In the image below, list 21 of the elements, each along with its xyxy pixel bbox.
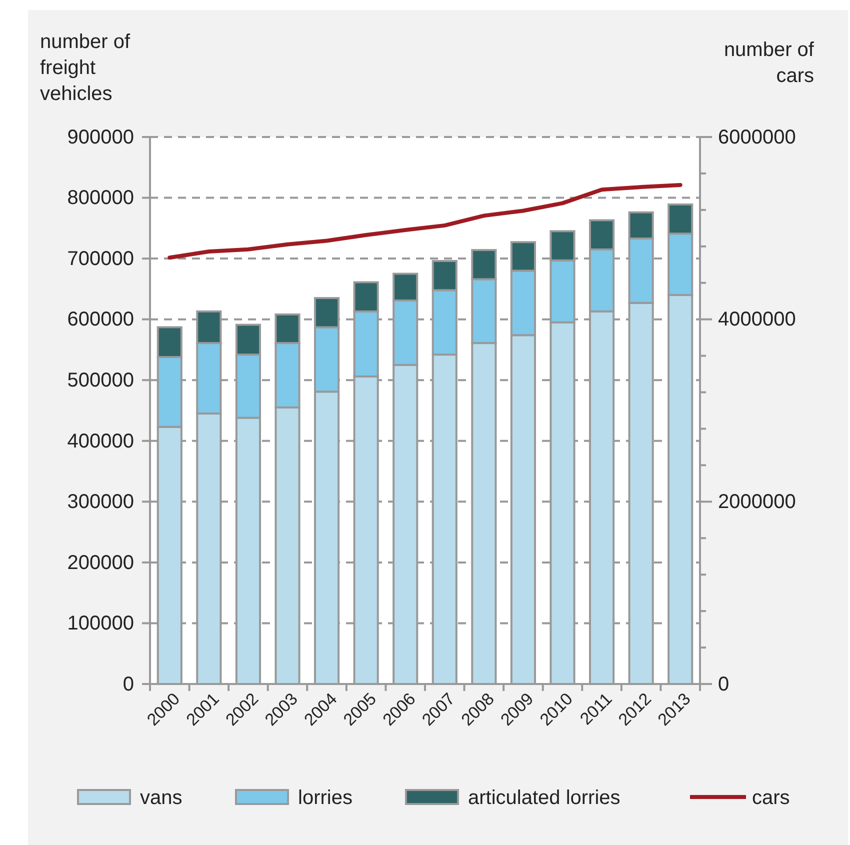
y2-tick-label: 0 [718, 673, 730, 696]
y-tick-label: 200000 [67, 552, 134, 574]
y-axis-title: number of freight vehicles [40, 31, 130, 105]
y-tick-label: 800000 [67, 187, 134, 210]
y-tick-label: 100000 [67, 612, 134, 635]
y-tick-label: 600000 [67, 308, 134, 331]
y2-tick-label: 2000000 [718, 491, 796, 514]
y-tick-label: 700000 [67, 248, 134, 270]
y2-tick-label: 4000000 [718, 308, 796, 331]
y2-tick-label: 6000000 [718, 126, 796, 148]
y-tick-label: 500000 [67, 370, 134, 392]
legend-label: cars [752, 787, 790, 809]
legend-label: lorries [298, 787, 352, 809]
legend-label: articulated lorries [468, 787, 620, 809]
y-tick-label: 300000 [67, 491, 134, 514]
line-series [168, 182, 682, 260]
legend-label: vans [140, 787, 182, 809]
y-tick-label: 400000 [67, 430, 134, 452]
y-tick-label: 0 [122, 673, 134, 696]
y-tick-label: 900000 [67, 126, 134, 148]
y2-axis-title: number of cars [724, 39, 814, 87]
